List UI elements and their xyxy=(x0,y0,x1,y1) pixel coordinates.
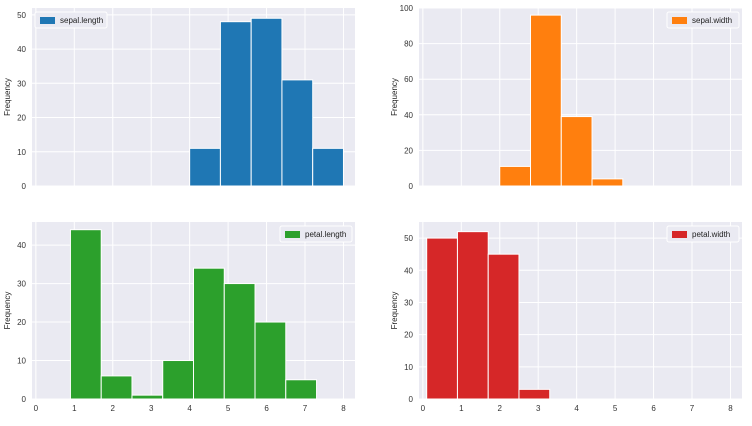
y-tick-label: 50 xyxy=(17,11,26,20)
y-tick-label: 10 xyxy=(17,357,26,366)
histogram-bar xyxy=(193,267,225,400)
x-tick-label: 3 xyxy=(149,404,154,413)
histogram-bar xyxy=(254,321,287,400)
legend-swatch xyxy=(672,231,687,238)
histogram-bar xyxy=(530,14,562,187)
histogram-bar xyxy=(100,375,133,400)
y-tick-label: 20 xyxy=(404,146,413,155)
y-tick-label: 30 xyxy=(17,79,26,88)
histogram-bar xyxy=(285,379,318,400)
x-tick-label: 8 xyxy=(728,404,733,413)
histogram-bar xyxy=(69,229,102,400)
y-tick-label: 40 xyxy=(17,241,26,250)
histogram-bar xyxy=(189,147,221,187)
subplot-sepal-width: 0 20 40 60 80 100 Frequency sepal.width xyxy=(390,4,742,191)
x-tick-label: 6 xyxy=(264,404,269,413)
legend: sepal.width xyxy=(666,11,740,29)
y-tick-label: 0 xyxy=(409,395,414,404)
x-tick-label: 4 xyxy=(574,404,579,413)
y-tick-label: 30 xyxy=(17,280,26,289)
x-tick-label: 4 xyxy=(187,404,192,413)
y-tick-label: 0 xyxy=(22,395,27,404)
y-tick-label: 40 xyxy=(17,45,26,54)
histogram-bar xyxy=(312,147,344,187)
y-tick-label: 10 xyxy=(17,148,26,157)
subplot-petal-length: 0 10 20 30 40 0 1 2 3 4 5 6 7 8 Frequency petal.length xyxy=(3,222,355,413)
histogram-bar xyxy=(560,116,593,187)
x-tick-label: 7 xyxy=(303,404,308,413)
x-tick-label: 3 xyxy=(536,404,541,413)
subplot-petal-width: 0 10 20 30 40 50 0 1 2 3 4 5 6 7 8 Frequency petal.width xyxy=(390,222,742,413)
y-tick-label: 0 xyxy=(22,182,27,191)
histogram-bar xyxy=(223,283,256,400)
legend-label: petal.length xyxy=(305,230,346,239)
x-tick-label: 1 xyxy=(459,404,464,413)
legend-label: sepal.length xyxy=(60,16,103,25)
y-axis-label: Frequency xyxy=(390,292,399,330)
subplot-sepal-length: 0 10 20 30 40 50 Frequency sepal.length xyxy=(3,8,355,191)
y-axis-label: Frequency xyxy=(390,78,399,116)
x-tick-label: 5 xyxy=(226,404,231,413)
histogram-bar xyxy=(426,237,458,400)
histogram-bar xyxy=(131,394,164,400)
y-tick-label: 40 xyxy=(404,266,413,275)
legend: sepal.length xyxy=(34,11,108,29)
x-tick-label: 5 xyxy=(613,404,618,413)
histogram-bar xyxy=(487,253,520,400)
x-tick-label: 8 xyxy=(341,404,346,413)
x-tick-label: 0 xyxy=(34,404,39,413)
y-tick-label: 40 xyxy=(404,111,413,120)
y-tick-label: 80 xyxy=(404,40,413,49)
legend: petal.width xyxy=(666,225,740,243)
histogram-bar xyxy=(591,178,624,187)
x-tick-label: 2 xyxy=(111,404,116,413)
legend-label: sepal.width xyxy=(692,16,732,25)
y-tick-label: 50 xyxy=(404,234,413,243)
x-tick-label: 1 xyxy=(72,404,77,413)
y-tick-label: 20 xyxy=(17,318,26,327)
histogram-bar xyxy=(250,17,283,187)
y-tick-label: 60 xyxy=(404,75,413,84)
histogram-bar xyxy=(518,388,551,400)
y-tick-label: 30 xyxy=(404,298,413,307)
x-tick-label: 2 xyxy=(498,404,503,413)
y-tick-label: 100 xyxy=(400,4,414,13)
y-tick-label: 20 xyxy=(17,114,26,123)
x-tick-label: 6 xyxy=(651,404,656,413)
y-axis-label: Frequency xyxy=(3,292,12,330)
legend-label: petal.width xyxy=(692,230,730,239)
histogram-bar xyxy=(162,360,195,400)
legend: petal.length xyxy=(279,225,353,243)
y-tick-label: 10 xyxy=(404,363,413,372)
legend-swatch xyxy=(285,231,300,238)
y-tick-label: 20 xyxy=(404,331,413,340)
x-tick-label: 0 xyxy=(421,404,426,413)
x-tick-label: 7 xyxy=(690,404,695,413)
histogram-bar xyxy=(281,79,314,187)
y-tick-label: 0 xyxy=(409,182,414,191)
legend-swatch xyxy=(40,17,55,24)
legend-swatch xyxy=(672,17,687,24)
y-axis-label: Frequency xyxy=(3,78,12,116)
histogram-bar xyxy=(219,21,252,187)
histogram-bar xyxy=(456,231,489,400)
histogram-bar xyxy=(499,165,532,187)
